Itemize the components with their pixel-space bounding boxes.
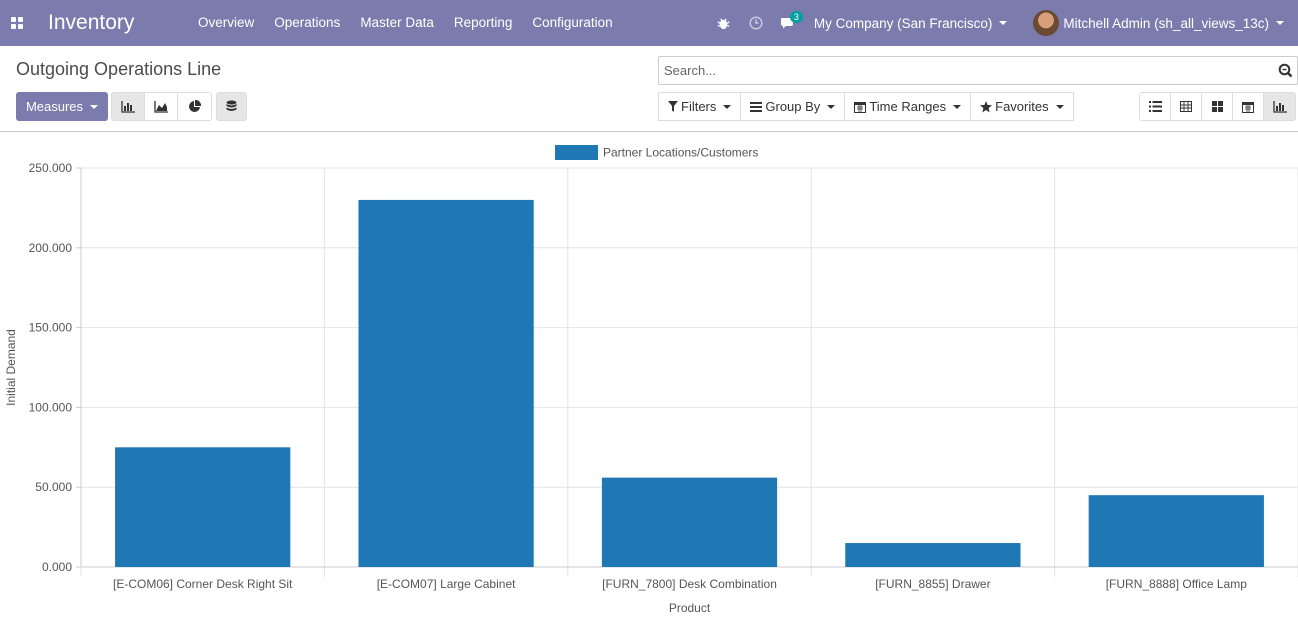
search-icon[interactable]	[1273, 57, 1297, 84]
x-tick-label: [FURN_8888] Office Lamp	[1106, 577, 1248, 591]
y-axis-title: Initial Demand	[4, 329, 18, 406]
area-chart-icon	[154, 100, 168, 113]
top-navbar: Inventory Overview Operations Master Dat…	[0, 0, 1298, 46]
bar-chart-button[interactable]	[112, 93, 145, 120]
graph-view: 0.000 50.000 100.000 150.000 200.000 250.000 […	[0, 133, 1298, 620]
calendar-view-button[interactable]	[1233, 93, 1264, 120]
y-tick-label: 100.000	[29, 400, 73, 414]
stacked-group	[216, 92, 247, 121]
y-tick-label: 0.000	[42, 560, 72, 574]
bar	[845, 543, 1021, 567]
legend-label: Partner Locations/Customers	[603, 146, 758, 160]
pie-chart-button[interactable]	[178, 93, 211, 120]
legend-swatch	[555, 145, 598, 160]
bar-chart-icon	[1272, 100, 1287, 113]
debug-bug-icon[interactable]	[708, 0, 740, 46]
messages-badge: 3	[789, 11, 803, 23]
bars-icon	[750, 101, 763, 112]
favorites-label: Favorites	[995, 99, 1049, 114]
pie-chart-icon	[189, 100, 201, 112]
search-input[interactable]	[659, 57, 1273, 84]
chevron-down-icon	[90, 104, 99, 109]
messages-icon[interactable]: 3	[772, 0, 804, 46]
calendar-icon	[854, 101, 867, 113]
menu-overview[interactable]: Overview	[198, 15, 255, 30]
y-tick-label: 250.000	[29, 161, 73, 175]
x-axis-title: Product	[669, 601, 711, 615]
search-bar[interactable]	[658, 56, 1298, 85]
menu-reporting[interactable]: Reporting	[453, 15, 513, 30]
bar	[358, 199, 534, 568]
x-tick-label: [E-COM06] Corner Desk Right Sit	[113, 577, 293, 591]
bar	[601, 477, 778, 567]
control-panel: Outgoing Operations Line Measures Filter…	[0, 46, 1298, 132]
avatar	[1033, 10, 1060, 36]
chart-type-group	[111, 92, 212, 121]
app-title[interactable]: Inventory	[48, 11, 135, 34]
user-name: Mitchell Admin (sh_all_views_13c)	[1063, 15, 1269, 31]
x-tick-label: [FURN_7800] Desk Combination	[602, 577, 777, 591]
chevron-down-icon	[953, 104, 962, 109]
time-ranges-button[interactable]: Time Ranges	[844, 92, 972, 121]
apps-menu-icon[interactable]	[0, 0, 34, 46]
database-icon	[226, 100, 237, 111]
chevron-down-icon	[1055, 104, 1064, 109]
time-ranges-label: Time Ranges	[869, 99, 947, 114]
search-options: Filters Group By Time Ranges Favorites	[658, 92, 1074, 121]
y-tick-label: 50.000	[35, 480, 72, 494]
table-icon	[1180, 101, 1192, 112]
filter-icon	[668, 101, 678, 112]
chevron-down-icon	[999, 21, 1008, 25]
kanban-view-button[interactable]	[1202, 93, 1233, 120]
chevron-down-icon	[827, 104, 836, 109]
line-chart-button[interactable]	[145, 93, 178, 120]
x-tick-label: [E-COM07] Large Cabinet	[377, 577, 516, 591]
calendar-icon	[1242, 101, 1254, 113]
chevron-down-icon	[1276, 21, 1284, 25]
menu-operations[interactable]: Operations	[274, 15, 341, 30]
filters-label: Filters	[681, 99, 717, 114]
bar-chart-icon	[121, 100, 135, 113]
bar-chart: 0.000 50.000 100.000 150.000 200.000 250.000 […	[4, 145, 1298, 615]
company-switcher[interactable]: My Company (San Francisco)	[814, 16, 1008, 31]
kanban-icon	[1211, 101, 1223, 112]
favorites-button[interactable]: Favorites	[970, 92, 1074, 121]
y-tick-label: 200.000	[29, 241, 73, 255]
stacked-button[interactable]	[217, 93, 246, 120]
menu-configuration[interactable]: Configuration	[532, 15, 613, 30]
x-tick-label: [FURN_8855] Drawer	[875, 577, 990, 591]
star-icon	[980, 100, 993, 112]
list-view-button[interactable]	[1140, 93, 1171, 120]
y-tick-label: 150.000	[29, 321, 73, 335]
group-by-label: Group By	[765, 99, 821, 114]
measures-label: Measures	[25, 99, 84, 114]
company-name: My Company (San Francisco)	[813, 15, 993, 31]
graph-view-button[interactable]	[1264, 93, 1295, 120]
page-title: Outgoing Operations Line	[16, 59, 222, 79]
activity-clock-icon[interactable]	[740, 0, 772, 46]
view-switcher	[1139, 92, 1296, 121]
bar	[1088, 495, 1264, 567]
list-icon	[1148, 101, 1162, 112]
user-menu[interactable]: Mitchell Admin (sh_all_views_13c)	[1033, 10, 1284, 36]
filters-button[interactable]: Filters	[658, 92, 742, 121]
chevron-down-icon	[723, 104, 732, 109]
pivot-view-button[interactable]	[1171, 93, 1202, 120]
menu-master-data[interactable]: Master Data	[360, 15, 434, 30]
measures-button[interactable]: Measures	[16, 92, 108, 121]
main-menu: Overview Operations Master Data Reportin…	[188, 0, 623, 46]
bar	[115, 447, 291, 567]
group-by-button[interactable]: Group By	[740, 92, 846, 121]
